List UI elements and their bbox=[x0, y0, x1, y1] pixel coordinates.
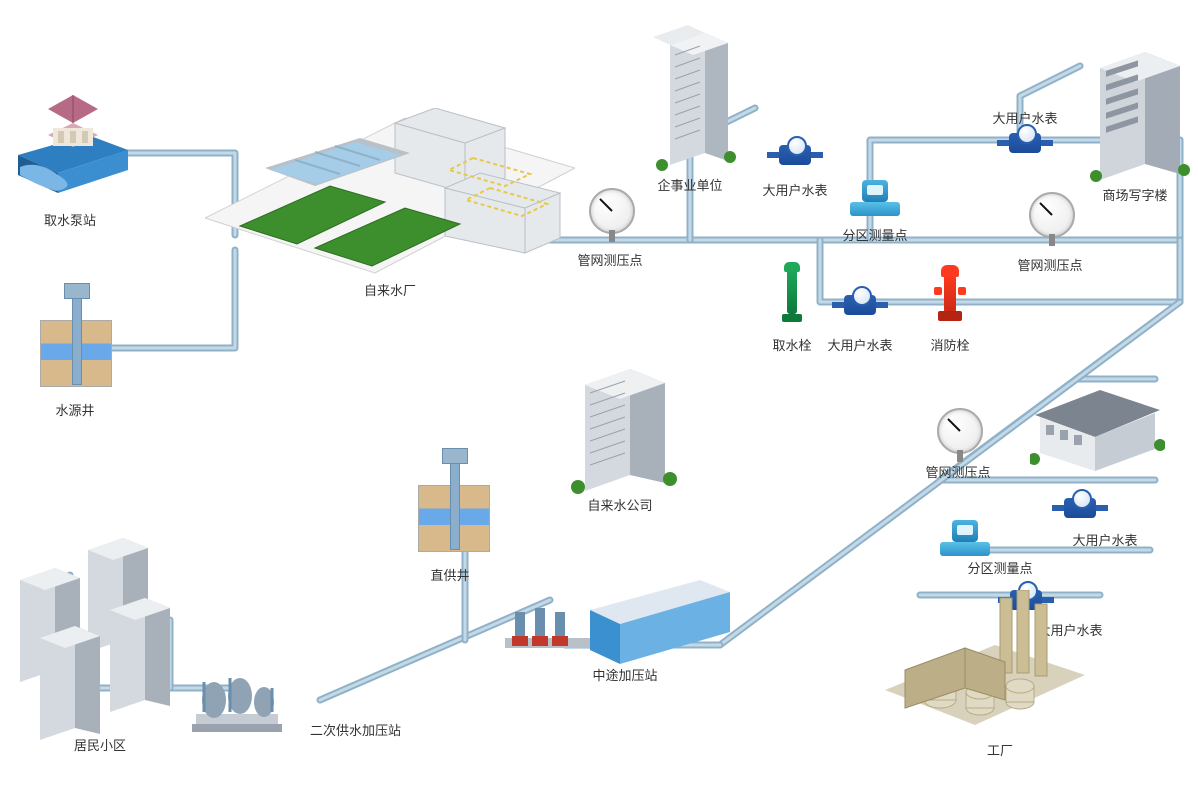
standpipe-label: 取水栓 bbox=[772, 335, 811, 354]
big-meter-1-icon bbox=[769, 140, 821, 170]
water-company-label: 自来水公司 bbox=[587, 495, 652, 514]
big-meter-top-label: 大用户水表 bbox=[992, 108, 1057, 127]
water-plant-label: 自来水厂 bbox=[364, 280, 416, 299]
enterprise-building-icon bbox=[650, 25, 740, 175]
mall-tower-icon bbox=[1090, 40, 1190, 185]
mall-tower-label: 商场写字楼 bbox=[1102, 185, 1167, 204]
big-meter-3-icon bbox=[1054, 493, 1106, 523]
residential-icon bbox=[10, 530, 200, 740]
intake-station-label: 取水泵站 bbox=[44, 210, 96, 229]
water-plant-icon bbox=[205, 108, 575, 288]
direct-well-label: 直供井 bbox=[430, 565, 469, 584]
zone-flow-1-icon bbox=[850, 180, 900, 220]
water-company-icon bbox=[570, 355, 680, 495]
govt-building-icon bbox=[1030, 375, 1165, 475]
secondary-pump-label: 二次供水加压站 bbox=[310, 720, 401, 739]
enterprise-building-label: 企事业单位 bbox=[657, 175, 722, 194]
mid-booster-label: 中途加压站 bbox=[592, 665, 657, 684]
pressure-gauge-3-label: 管网测压点 bbox=[925, 462, 990, 481]
pressure-gauge-1-icon bbox=[589, 188, 635, 234]
standpipe-icon bbox=[782, 262, 802, 322]
factory-icon bbox=[885, 590, 1085, 740]
pressure-gauge-2-icon bbox=[1029, 192, 1075, 238]
big-meter-1-label: 大用户水表 bbox=[762, 180, 827, 199]
big-meter-2-icon bbox=[834, 290, 886, 320]
direct-well-icon bbox=[418, 460, 488, 550]
pressure-gauge-3-icon bbox=[937, 408, 983, 454]
big-meter-top-icon bbox=[999, 128, 1051, 158]
source-well-icon bbox=[40, 295, 110, 385]
factory-label: 工厂 bbox=[987, 740, 1013, 759]
intake-station-icon bbox=[18, 95, 128, 195]
water-supply-diagram: { "diagram": { "type": "network", "canva… bbox=[0, 0, 1198, 800]
hydrant-label: 消防栓 bbox=[930, 335, 969, 354]
big-meter-2-label: 大用户水表 bbox=[827, 335, 892, 354]
secondary-pump-icon bbox=[192, 668, 282, 738]
pressure-gauge-2-label: 管网测压点 bbox=[1017, 255, 1082, 274]
zone-flow-2-label: 分区测量点 bbox=[967, 558, 1032, 577]
pressure-gauge-1-label: 管网测压点 bbox=[577, 250, 642, 269]
big-meter-3-label: 大用户水表 bbox=[1072, 530, 1137, 549]
source-well-label: 水源井 bbox=[55, 400, 94, 419]
zone-flow-1-label: 分区测量点 bbox=[842, 225, 907, 244]
hydrant-icon bbox=[936, 265, 964, 321]
residential-label: 居民小区 bbox=[74, 735, 126, 754]
zone-flow-2-icon bbox=[940, 520, 990, 560]
